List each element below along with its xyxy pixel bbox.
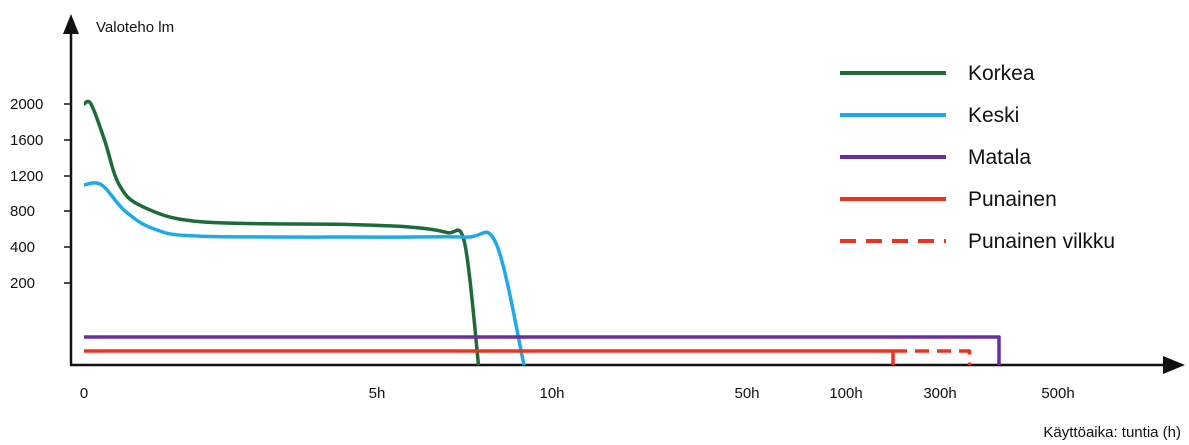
x-tick-label: 500h: [1041, 385, 1074, 402]
series-line-matala: [84, 335, 1001, 365]
legend-label: Punainen vilkku: [968, 230, 1115, 253]
x-tick-label: 10h: [539, 385, 564, 402]
legend-label: Keski: [968, 104, 1019, 127]
y-tick-label: 1200: [10, 168, 43, 185]
y-tick-label: 400: [10, 239, 35, 256]
legend-label: Punainen: [968, 188, 1057, 211]
legend-label: Matala: [968, 146, 1031, 169]
legend-label: Korkea: [968, 62, 1035, 85]
x-tick-label: 100h: [829, 385, 862, 402]
y-tick-label: 200: [10, 275, 35, 292]
series-lines: [83, 99, 1001, 366]
y-tick-label: 800: [10, 203, 35, 220]
axes: [63, 14, 1185, 374]
y-tick-label: 1600: [10, 132, 43, 149]
y-tick-label: 2000: [10, 96, 43, 113]
x-tick-label: 50h: [734, 385, 759, 402]
y-tick-labels: 2000 1600 1200 800 400 200: [10, 96, 71, 292]
series-line-keski: [83, 181, 526, 366]
x-tick-label: 0: [80, 385, 88, 402]
legend: Korkea Keski Matala Punainen Punainen vilkku: [840, 62, 1115, 253]
x-axis-title: Käyttöaika: tuntia (h): [1043, 424, 1181, 441]
x-tick-label: 300h: [923, 385, 956, 402]
x-tick-label: 5h: [369, 385, 386, 402]
y-axis-arrow: [63, 14, 79, 34]
y-axis-title: Valoteho lm: [96, 19, 174, 36]
x-axis-arrow: [1163, 356, 1185, 374]
series-line-punainen: [84, 349, 895, 365]
series-line-korkea: [83, 99, 481, 366]
x-tick-labels: 0 5h 10h 50h 100h 300h 500h: [80, 385, 1075, 402]
series-line-punainen-vilkku: [893, 349, 972, 365]
